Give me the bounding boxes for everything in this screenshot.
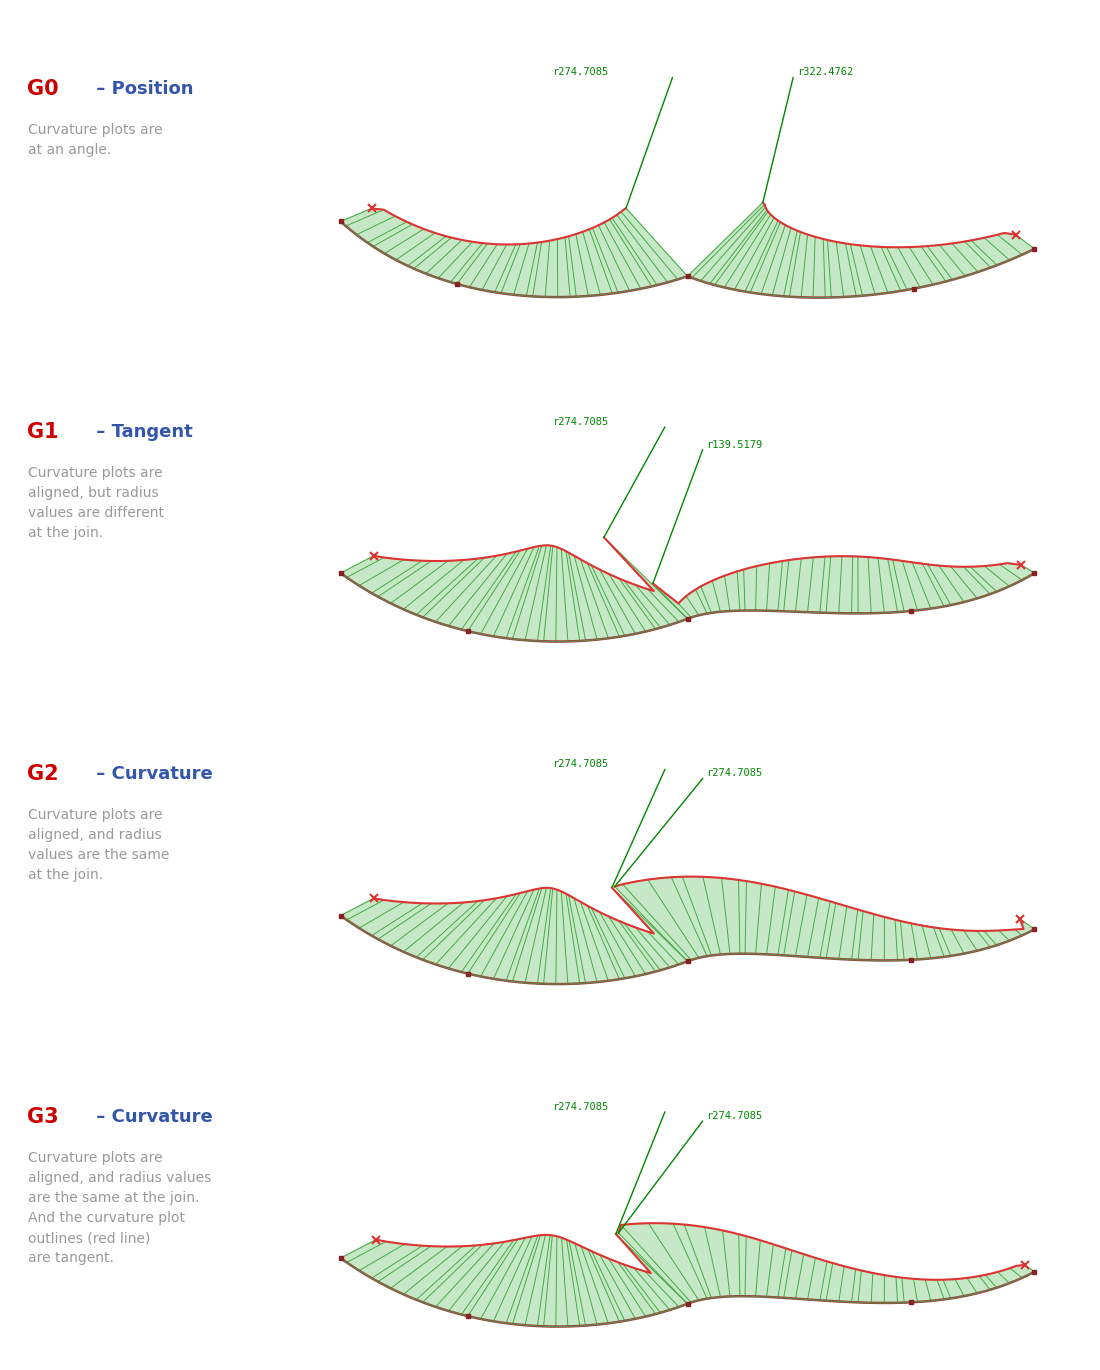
Text: r322.4762: r322.4762 [796,67,854,77]
Polygon shape [341,888,688,984]
Text: Curvature plots are
aligned, but radius
values are different
at the join.: Curvature plots are aligned, but radius … [28,466,164,540]
Text: Curvature plots are
aligned, and radius values
are the same at the join.
And the: Curvature plots are aligned, and radius … [28,1151,211,1265]
Polygon shape [618,1223,1034,1304]
Text: r274.7085: r274.7085 [552,416,608,426]
Text: Curvature plots are
at an angle.: Curvature plots are at an angle. [28,123,162,158]
Polygon shape [341,1234,688,1326]
Text: Curvature plots are
aligned, and radius
values are the same
at the join.: Curvature plots are aligned, and radius … [28,808,169,882]
Text: – Position: – Position [90,79,194,99]
Text: r274.7085: r274.7085 [706,769,762,778]
Polygon shape [341,208,688,297]
Text: r139.5179: r139.5179 [706,440,762,449]
Text: – Tangent: – Tangent [90,422,192,441]
Text: G3: G3 [28,1107,59,1126]
Polygon shape [653,556,1034,619]
Text: – Curvature: – Curvature [90,764,213,784]
Text: r274.7085: r274.7085 [552,67,608,77]
Text: r274.7085: r274.7085 [552,1101,608,1111]
Text: – Curvature: – Curvature [90,1107,213,1126]
Polygon shape [615,877,1034,962]
Text: G1: G1 [28,422,59,441]
Text: G0: G0 [28,79,59,99]
Polygon shape [688,203,1034,297]
Polygon shape [341,537,688,641]
Text: r274.7085: r274.7085 [552,759,608,769]
Text: G2: G2 [28,764,59,784]
Text: r274.7085: r274.7085 [706,1111,762,1121]
